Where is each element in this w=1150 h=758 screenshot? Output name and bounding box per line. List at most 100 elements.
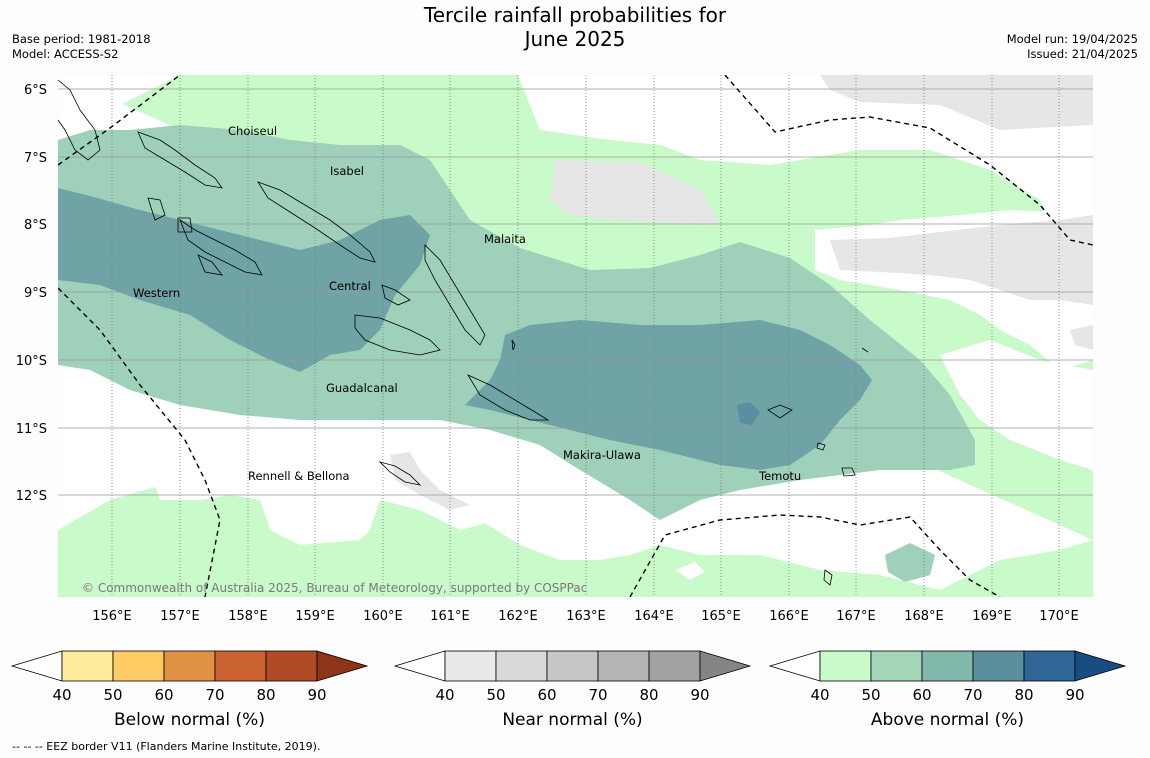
- colorbar-segment: [921, 650, 974, 682]
- colorbar-segment: [870, 650, 923, 682]
- colorbar-tick-label: 40: [52, 686, 71, 704]
- above-60-small: [885, 543, 935, 582]
- region-isabel: Isabel: [330, 164, 364, 178]
- lat-label-10s: 10°S: [16, 354, 47, 369]
- white-hole-northwest: [58, 75, 180, 140]
- colorbar-tick-label: 50: [861, 686, 880, 704]
- white-hole-west: [58, 470, 100, 510]
- lon-label-167e: 167°E: [836, 609, 876, 624]
- white-hole-east2: [940, 340, 1093, 470]
- colorbar-segment: [444, 650, 497, 682]
- colorbar-tick-label: 50: [103, 686, 122, 704]
- colorbar-segment: [972, 650, 1025, 682]
- island-small-4: [511, 339, 516, 351]
- lon-label-159e: 159°E: [295, 609, 335, 624]
- colorbar-tick-label: 60: [912, 686, 931, 704]
- lat-label-6s: 6°S: [24, 83, 47, 98]
- colorbar-tick-label: 90: [307, 686, 326, 704]
- island-florida: [381, 284, 411, 306]
- colorbar-tick-label: 90: [1065, 686, 1084, 704]
- colorbar-segment: [546, 650, 599, 682]
- lat-label-9s: 9°S: [24, 286, 47, 301]
- colorbar-segment: [112, 650, 165, 682]
- lon-label-157e: 157°E: [160, 609, 200, 624]
- island-vella: [147, 197, 166, 221]
- colorbar-extend-low: [768, 650, 821, 682]
- colorbar-tick-label: 40: [810, 686, 829, 704]
- copyright-note: © Commonwealth of Australia 2025, Bureau…: [82, 581, 587, 595]
- lon-label-156e: 156°E: [92, 609, 132, 624]
- island-small-5: [861, 347, 869, 353]
- issued-date: Issued: 21/04/2025: [1027, 47, 1138, 61]
- meta-right: Model run: 19/04/2025 Issued: 21/04/2025: [1007, 32, 1138, 62]
- above-50-region: [58, 75, 1093, 597]
- lon-label-169e: 169°E: [972, 609, 1012, 624]
- region-guadalcanal: Guadalcanal: [326, 381, 398, 395]
- lon-label-164e: 164°E: [634, 609, 674, 624]
- colorbar-caption: Below normal (%): [114, 710, 265, 730]
- lat-label-7s: 7°S: [24, 151, 47, 166]
- region-choiseul: Choiseul: [228, 124, 277, 138]
- region-malaita: Malaita: [484, 232, 526, 246]
- lat-label-8s: 8°S: [24, 218, 47, 233]
- region-temotu: Temotu: [758, 469, 801, 483]
- colorbar-segment: [1023, 650, 1076, 682]
- island-rendova: [197, 254, 223, 276]
- longitude-gridlines: [111, 75, 1060, 597]
- island-isabel: [257, 181, 376, 263]
- island-small-2: [841, 467, 856, 477]
- island-small-1: [816, 442, 826, 451]
- lon-label-162e: 162°E: [498, 609, 538, 624]
- island-santacruz: [767, 404, 793, 419]
- lon-label-168e: 168°E: [904, 609, 944, 624]
- white-hole-southmid: [675, 562, 705, 580]
- colorbar-tick-label: 80: [639, 686, 658, 704]
- island-newgeorgia: [179, 218, 263, 276]
- above-80-spot: [737, 402, 760, 425]
- colorbar-extend-high: [316, 650, 369, 682]
- colorbar-tick-label: 60: [537, 686, 556, 704]
- colorbar-tick-label: 50: [486, 686, 505, 704]
- latitude-labels: 6°S 7°S 8°S 9°S 10°S 11°S 12°S: [16, 83, 47, 504]
- lon-label-166e: 166°E: [769, 609, 809, 624]
- lon-label-165e: 165°E: [701, 609, 741, 624]
- colorbar-tick-label: 70: [963, 686, 982, 704]
- title-line-1: Tercile rainfall probabilities for: [423, 3, 727, 27]
- region-labels: Choiseul Isabel Malaita Western Central …: [133, 124, 801, 483]
- model-run: Model run: 19/04/2025: [1006, 32, 1138, 46]
- near-50-region-1: [550, 160, 720, 225]
- near-50-region-3: [830, 215, 1093, 305]
- meta-left: Base period: 1981-2018 Model: ACCESS-S2: [12, 32, 151, 62]
- lon-label-163e: 163°E: [566, 609, 606, 624]
- lon-label-161e: 161°E: [430, 609, 470, 624]
- latitude-gridlines: [58, 88, 1093, 496]
- island-rennell: [378, 461, 422, 486]
- coastlines: [58, 79, 869, 586]
- colorbar-caption: Near normal (%): [502, 710, 642, 730]
- colorbar-caption: Above normal (%): [871, 710, 1024, 730]
- colorbar-segment: [61, 650, 114, 682]
- eez-footnote: -- -- -- EEZ border V11 (Flanders Marine…: [12, 740, 321, 753]
- colorbar-above-normal: 40 50 60 70 80 90 Above normal (%): [768, 650, 1127, 730]
- lat-label-11s: 11°S: [16, 422, 47, 437]
- colorbar-tick-label: 70: [588, 686, 607, 704]
- colorbar-tick-label: 90: [690, 686, 709, 704]
- colorbar-segment: [495, 650, 548, 682]
- colorbar-tick-label: 60: [154, 686, 173, 704]
- lon-label-170e: 170°E: [1039, 609, 1079, 624]
- near-50-region-4: [1070, 325, 1093, 350]
- colorbar-segment: [819, 650, 872, 682]
- colorbar-near-normal: 40 50 60 70 80 90 Near normal (%): [393, 650, 752, 730]
- colorbar-extend-low: [393, 650, 446, 682]
- above-70-region-west: [58, 188, 430, 372]
- base-period: Base period: 1981-2018: [12, 32, 151, 46]
- island-makira: [466, 374, 550, 421]
- region-western: Western: [133, 286, 180, 300]
- colorbar-tick-label: 80: [1014, 686, 1033, 704]
- colorbar-extend-high: [699, 650, 752, 682]
- region-rennell-bellona: Rennell & Bellona: [248, 469, 350, 483]
- colorbar-extend-low: [10, 650, 63, 682]
- title-line-2: June 2025: [524, 27, 626, 51]
- island-kolombangara: [177, 217, 193, 233]
